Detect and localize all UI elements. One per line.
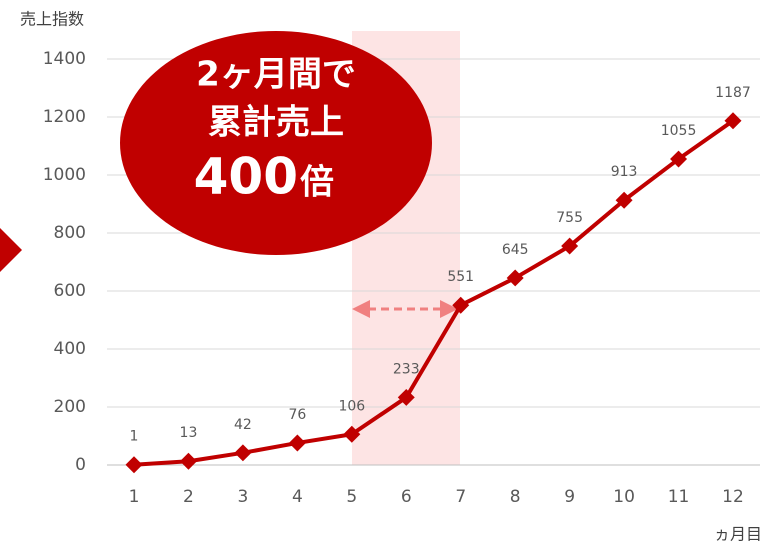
callout-bubble	[120, 31, 432, 255]
y-tick-label: 1200	[43, 107, 86, 127]
data-label: 551	[447, 269, 474, 285]
x-tick-label: 12	[722, 487, 744, 507]
y-tick-label: 1400	[43, 49, 86, 69]
x-tick-label: 9	[564, 487, 575, 507]
x-tick-label: 11	[668, 487, 690, 507]
data-point	[234, 444, 252, 462]
x-tick-label: 6	[401, 487, 412, 507]
data-label: 106	[338, 398, 365, 414]
x-tick-label: 2	[183, 487, 194, 507]
x-tick-label: 1	[129, 487, 140, 507]
y-tick-label: 800	[54, 223, 86, 243]
y-tick-label: 1000	[43, 165, 86, 185]
data-point	[615, 191, 633, 209]
data-label: 645	[502, 242, 529, 258]
series-line	[133, 119, 735, 467]
data-label: 42	[234, 417, 252, 433]
data-label: 755	[556, 210, 583, 226]
data-point	[452, 296, 470, 314]
data-point	[506, 269, 524, 287]
data-label: 1055	[661, 123, 697, 139]
data-point	[125, 456, 143, 474]
data-label: 13	[180, 425, 198, 441]
left-arrow	[0, 228, 22, 272]
x-tick-label: 3	[237, 487, 248, 507]
x-tick-label: 4	[292, 487, 303, 507]
data-label: 1187	[715, 85, 751, 101]
y-tick-label: 600	[54, 281, 86, 301]
x-tick-label: 8	[510, 487, 521, 507]
data-label: 76	[288, 407, 306, 423]
callout-text: 400	[194, 148, 298, 206]
callout-text: 累計売上	[208, 103, 344, 143]
data-point	[397, 388, 415, 406]
data-point	[561, 237, 579, 255]
data-point	[670, 150, 688, 168]
x-axis-title: ヵ月目	[714, 525, 762, 544]
y-tick-label: 200	[54, 397, 86, 417]
data-label: 913	[611, 164, 638, 180]
callout-text: 2ヶ月間で	[196, 55, 356, 95]
data-point	[288, 434, 306, 452]
range-arrow-head	[352, 300, 370, 318]
data-label: 233	[393, 361, 420, 377]
y-axis-title: 売上指数	[20, 10, 84, 29]
x-tick-label: 7	[455, 487, 466, 507]
x-tick-label: 5	[346, 487, 357, 507]
y-tick-label: 400	[54, 339, 86, 359]
x-tick-label: 10	[613, 487, 635, 507]
data-point	[179, 452, 197, 470]
data-label: 1	[130, 429, 139, 445]
callout-text: 倍	[300, 163, 334, 203]
data-point	[343, 425, 361, 443]
data-point	[724, 112, 742, 130]
y-tick-label: 0	[75, 455, 86, 475]
range-arrow-head	[440, 300, 458, 318]
